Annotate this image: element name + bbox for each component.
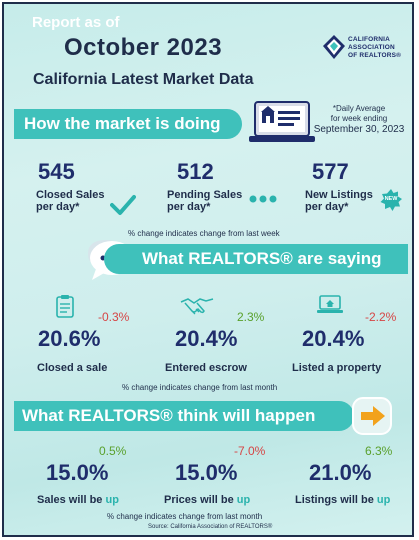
infographic-card: Report as of October 2023 California Lat… [2,2,414,537]
starburst-icon [380,189,402,211]
checkmark-icon [110,195,136,215]
section-realtors-think-title: What REALTORS® think will happen [22,406,316,425]
new-listings-label-line1: New Listings [305,189,373,201]
listed-a-property-change: -2.2% [365,310,397,324]
pending-sales-value: 512 [177,159,214,184]
section-realtors-saying-banner: What REALTORS® are saying [104,244,408,274]
report-as-of-label: Report as of [32,14,120,31]
section-market-title: How the market is doing [24,114,221,133]
sales-up-change: 0.5% [99,444,127,458]
laptop-icon [249,101,315,142]
section-realtors-saying-title: What REALTORS® are saying [142,249,382,268]
section3-footnote: % change indicates change from last mont… [107,512,263,521]
listed-a-property-label: Listed a property [292,362,382,374]
closed-a-sale-label: Closed a sale [37,362,108,374]
entered-escrow-label: Entered escrow [165,362,247,374]
listed-a-property-value: 20.4% [302,326,365,351]
listings-up-label-emphasis: up [376,494,391,506]
report-month-title: October 2023 [64,34,223,61]
listing-laptop-icon [317,295,343,313]
section2-footnote: % change indicates change from last mont… [122,383,278,392]
entered-escrow-value: 20.4% [175,326,238,351]
daily-average-note-line2: for week ending [330,114,388,123]
daily-average-note: *Daily Average for week ending [309,104,409,124]
listings-up-value: 21.0% [309,460,372,485]
section-realtors-think-banner: What REALTORS® think will happen [14,401,354,431]
car-logo-mark-icon [323,35,345,59]
page-subtitle: California Latest Market Data [33,71,254,88]
logo-line-2: ASSOCIATION [348,44,395,51]
new-listings-label-line2: per day* [305,201,349,213]
closed-sales-label-line2: per day* [36,201,80,213]
forward-arrow-badge [352,397,392,435]
prices-up-label-prefix: Prices will be [164,494,237,506]
source-credit: Source: California Association of REALTO… [148,524,273,530]
sales-up-label-emphasis: up [105,494,119,506]
entered-escrow-change: 2.3% [237,310,265,324]
listings-up-label-prefix: Listings will be [295,494,377,506]
sales-up-label-prefix: Sales will be [37,494,106,506]
pending-sales-label: Pending Sales per day* [167,189,242,213]
clipboard-icon [56,295,74,318]
week-ending-date: September 30, 2023 [313,124,405,135]
prices-up-label-emphasis: up [236,494,251,506]
daily-average-note-line1: *Daily Average [332,104,386,113]
pending-sales-label-line2: per day* [167,201,211,213]
closed-sales-label: Closed Sales per day* [36,189,104,213]
prices-up-value: 15.0% [175,460,238,485]
new-badge-text: NEW [384,196,398,202]
closed-a-sale-value: 20.6% [38,326,101,351]
pending-sales-label-line1: Pending Sales [167,189,243,201]
new-listings-value: 577 [312,159,349,184]
section-market-banner: How the market is doing [14,109,242,139]
closed-sales-label-line1: Closed Sales [36,189,105,201]
arrow-right-icon [352,397,392,435]
logo-line-3: OF REALTORS® [348,52,402,59]
listings-up-change: 6.3% [365,444,393,458]
car-logo: CALIFORNIA ASSOCIATION OF REALTORS® [320,32,412,72]
sales-up-label: Sales will be up [37,494,119,506]
handshake-icon [180,298,214,315]
ellipsis-icon [249,195,277,203]
new-badge: NEW [380,189,402,211]
closed-sales-value: 545 [38,159,75,184]
section1-footnote: % change indicates change from last week [128,229,280,238]
prices-up-change: -7.0% [234,444,266,458]
logo-line-1: CALIFORNIA [348,36,391,43]
new-listings-label: New Listings per day* [305,189,373,213]
listings-up-label: Listings will be up [295,494,390,506]
prices-up-label: Prices will be up [164,494,250,506]
sales-up-value: 15.0% [46,460,109,485]
closed-a-sale-change: -0.3% [98,310,130,324]
